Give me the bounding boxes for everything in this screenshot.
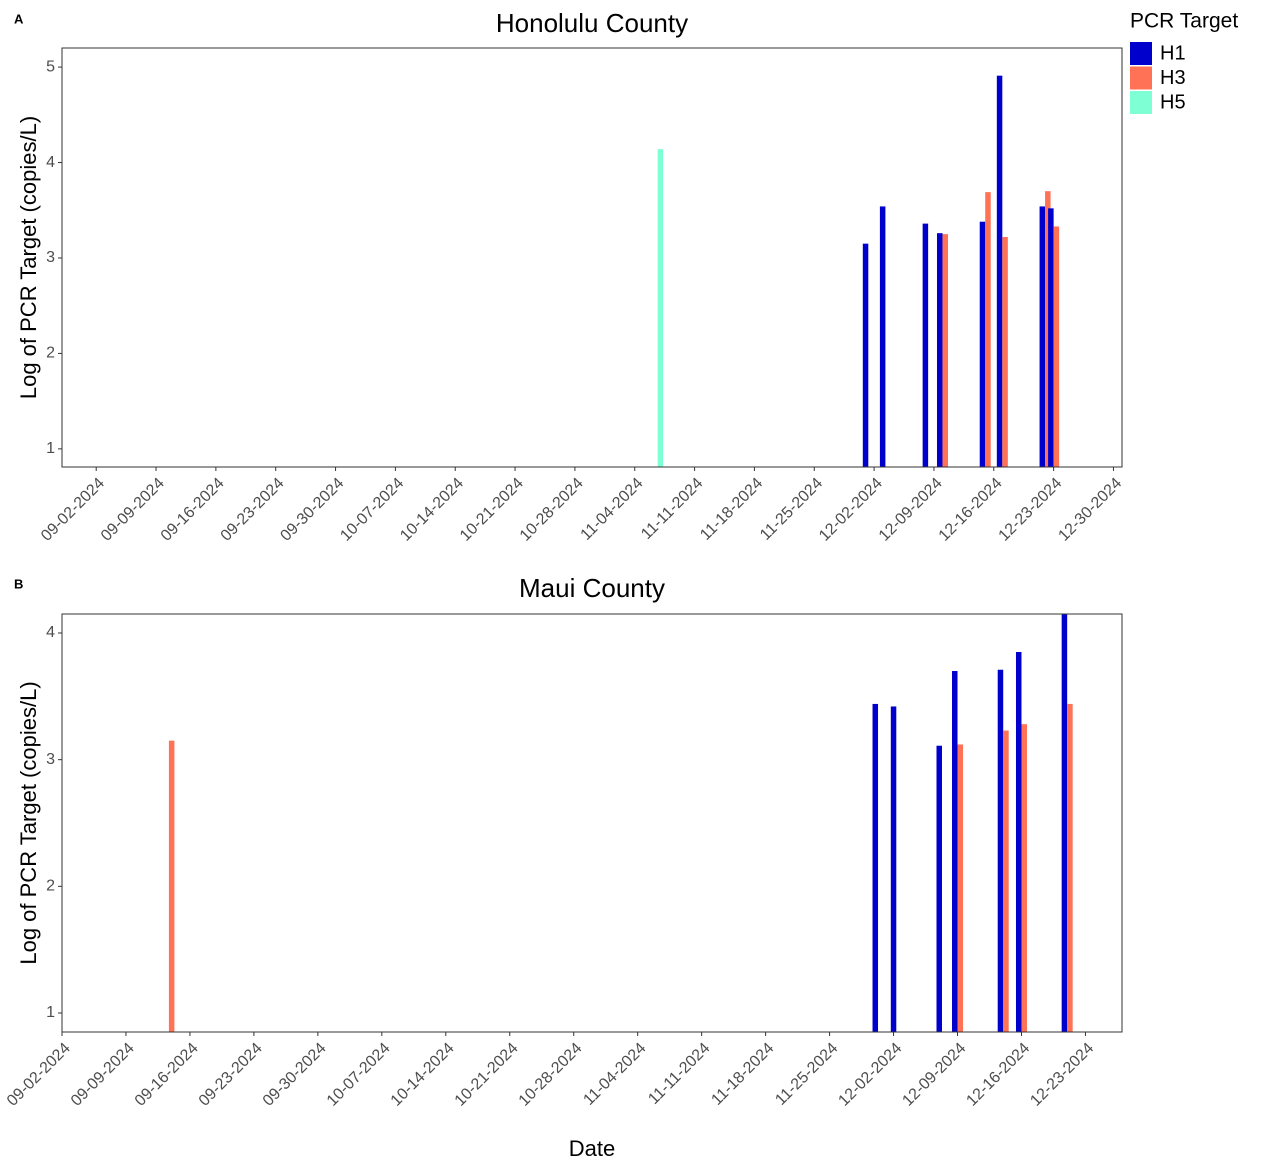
y-tick-label: 3: [46, 249, 55, 266]
legend-key: [1130, 42, 1152, 65]
x-tick-label: 12-23-2024: [996, 475, 1066, 545]
x-tick-label: 12-09-2024: [899, 1040, 969, 1110]
x-tick-label: 11-11-2024: [638, 475, 706, 543]
x-tick-label: 12-16-2024: [936, 475, 1006, 545]
bar: [1039, 206, 1046, 467]
x-tick-label: 09-30-2024: [277, 475, 347, 545]
x-tick-label: 12-02-2024: [835, 1040, 905, 1110]
x-tick-label: 11-04-2024: [580, 1040, 649, 1109]
bar: [1003, 730, 1009, 1032]
y-tick-label: 2: [46, 878, 55, 895]
legend-title: PCR Target: [1130, 10, 1238, 33]
x-tick-label: 12-02-2024: [816, 475, 886, 545]
x-tick-label: 10-07-2024: [324, 1040, 394, 1110]
x-tick-label: 09-02-2024: [38, 475, 108, 545]
x-tick-label: 09-23-2024: [196, 1040, 266, 1110]
bar: [1048, 208, 1054, 467]
bar: [1061, 614, 1068, 1032]
x-tick-label: 11-18-2024: [708, 1040, 777, 1109]
bar: [879, 206, 886, 467]
y-axis-label: Log of PCR Target (copies/L): [16, 116, 41, 399]
bar: [985, 192, 991, 467]
x-tick-label: 09-16-2024: [132, 1040, 202, 1110]
bar: [1067, 703, 1073, 1032]
x-tick-label: 09-30-2024: [260, 1040, 330, 1110]
legend-label: H3: [1160, 67, 1186, 89]
y-tick-label: 1: [46, 440, 55, 457]
x-tick-label: 11-11-2024: [645, 1040, 713, 1108]
y-tick-label: 4: [46, 624, 55, 641]
panel-border: [61, 47, 1123, 468]
y-tick-label: 4: [46, 154, 55, 171]
x-tick-label: 10-28-2024: [516, 1040, 586, 1110]
x-tick-label: 11-04-2024: [578, 475, 647, 544]
x-tick-label: 12-16-2024: [963, 1040, 1033, 1110]
x-tick-label: 09-23-2024: [218, 475, 288, 545]
bar: [942, 234, 948, 467]
bar: [922, 223, 929, 467]
x-tick-label: 11-18-2024: [697, 475, 766, 544]
panel-label: A: [14, 11, 24, 26]
y-tick-label: 1: [46, 1004, 55, 1021]
panel-label: B: [14, 576, 23, 591]
x-tick-label: 10-21-2024: [457, 475, 527, 545]
bar: [1053, 226, 1060, 467]
x-tick-label: 09-09-2024: [68, 1040, 138, 1110]
y-axis-label: Log of PCR Target (copies/L): [16, 681, 41, 964]
y-tick-label: 5: [46, 58, 55, 75]
chart-title: Honolulu County: [496, 8, 688, 38]
y-tick-label: 3: [46, 751, 55, 768]
bars: [657, 75, 1060, 467]
x-tick-label: 09-02-2024: [4, 1040, 74, 1110]
x-tick-label: 12-23-2024: [1027, 1040, 1097, 1110]
bar: [1002, 236, 1008, 467]
panel-border: [61, 613, 1123, 1033]
bar: [862, 243, 869, 467]
x-axis-label: Date: [569, 1136, 615, 1161]
x-tick-label: 12-30-2024: [1055, 475, 1125, 545]
x-tick-label: 10-14-2024: [388, 1040, 458, 1110]
bar: [890, 706, 897, 1032]
bar: [936, 745, 942, 1032]
bar: [1015, 652, 1022, 1032]
bar: [996, 75, 1003, 467]
legend-key: [1130, 91, 1152, 114]
bar: [952, 671, 958, 1032]
bars: [168, 614, 1073, 1032]
legend-label: H1: [1160, 42, 1186, 64]
x-tick-label: 10-21-2024: [452, 1040, 522, 1110]
bar: [997, 669, 1004, 1032]
legend-key: [1130, 66, 1152, 90]
x-tick-label: 10-14-2024: [397, 475, 467, 545]
x-tick-label: 11-25-2024: [772, 1040, 841, 1109]
x-tick-label: 10-07-2024: [337, 475, 407, 545]
bar: [979, 221, 986, 467]
x-tick-label: 12-09-2024: [876, 475, 946, 545]
legend-label: H5: [1160, 91, 1186, 113]
x-tick-label: 09-16-2024: [158, 475, 228, 545]
chart-title: Maui County: [519, 573, 665, 603]
bar: [936, 233, 943, 467]
y-tick-label: 2: [46, 345, 55, 362]
bar: [1045, 191, 1051, 467]
bar: [168, 740, 175, 1032]
bar: [1021, 724, 1027, 1032]
x-tick-label: 10-28-2024: [517, 475, 587, 545]
bar: [657, 149, 664, 467]
bar: [957, 744, 964, 1032]
bar: [872, 703, 879, 1032]
x-tick-label: 09-09-2024: [98, 475, 168, 545]
